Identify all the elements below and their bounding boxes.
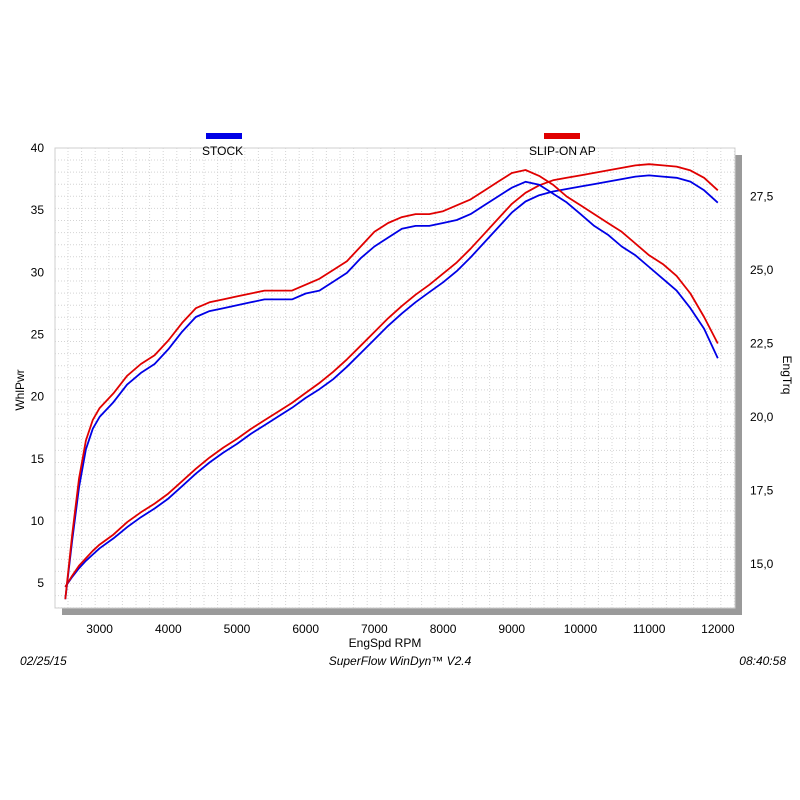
y-left-tick-label: 20 — [31, 390, 45, 404]
x-tick-label: 8000 — [430, 622, 457, 636]
x-tick-label: 9000 — [498, 622, 525, 636]
y-left-tick-label: 15 — [31, 452, 45, 466]
y-right-tick-label: 27,5 — [750, 189, 774, 203]
y-left-tick-labels: 5 10 15 20 25 30 35 40 — [31, 141, 45, 590]
x-tick-label: 10000 — [564, 622, 598, 636]
series-line-slip-on-ap-engtrq — [64, 169, 719, 600]
x-tick-label: 7000 — [361, 622, 388, 636]
series-line-stock-whlpwr — [64, 174, 719, 588]
footer-time: 08:40:58 — [739, 654, 786, 668]
legend-label-slip-on: SLIP-ON AP — [529, 144, 596, 158]
y-left-tick-label: 10 — [31, 514, 45, 528]
x-tick-label: 5000 — [224, 622, 251, 636]
y-right-tick-label: 15,0 — [750, 557, 774, 571]
x-tick-labels: 3000 4000 5000 6000 7000 8000 9000 10000 11000 12… — [86, 622, 735, 636]
y-left-tick-label: 5 — [37, 576, 44, 590]
y-right-tick-label: 25,0 — [750, 263, 774, 277]
y-left-tick-label: 25 — [31, 327, 45, 341]
series-line-slip-on-ap-whlpwr — [64, 163, 719, 588]
legend-swatch-stock — [206, 133, 242, 139]
y-right-axis-title: EngTrq — [780, 356, 794, 395]
legend-label-stock: STOCK — [202, 144, 243, 158]
series-line-stock-engtrq — [64, 180, 719, 600]
footer-software: SuperFlow WinDyn™ V2.4 — [328, 654, 472, 668]
y-left-tick-label: 40 — [31, 141, 45, 155]
x-tick-label: 6000 — [292, 622, 319, 636]
legend-swatch-slip-on — [544, 133, 580, 139]
y-left-tick-label: 35 — [31, 203, 45, 217]
y-right-tick-labels: 15,0 17,5 20,0 22,5 25,0 27,5 — [750, 189, 774, 570]
y-right-tick-label: 22,5 — [750, 336, 774, 350]
footer-date: 02/25/15 — [20, 654, 67, 668]
y-left-tick-label: 30 — [31, 265, 45, 279]
x-tick-label: 3000 — [86, 622, 113, 636]
x-tick-label: 12000 — [701, 622, 735, 636]
x-axis-title: EngSpd RPM — [349, 636, 422, 650]
x-tick-label: 11000 — [633, 622, 666, 636]
y-right-tick-label: 20,0 — [750, 410, 774, 424]
series-lines — [64, 163, 719, 600]
y-right-tick-label: 17,5 — [750, 483, 774, 497]
grid — [55, 148, 735, 609]
y-left-axis-title: WhlPwr — [13, 369, 27, 410]
x-tick-label: 4000 — [155, 622, 182, 636]
